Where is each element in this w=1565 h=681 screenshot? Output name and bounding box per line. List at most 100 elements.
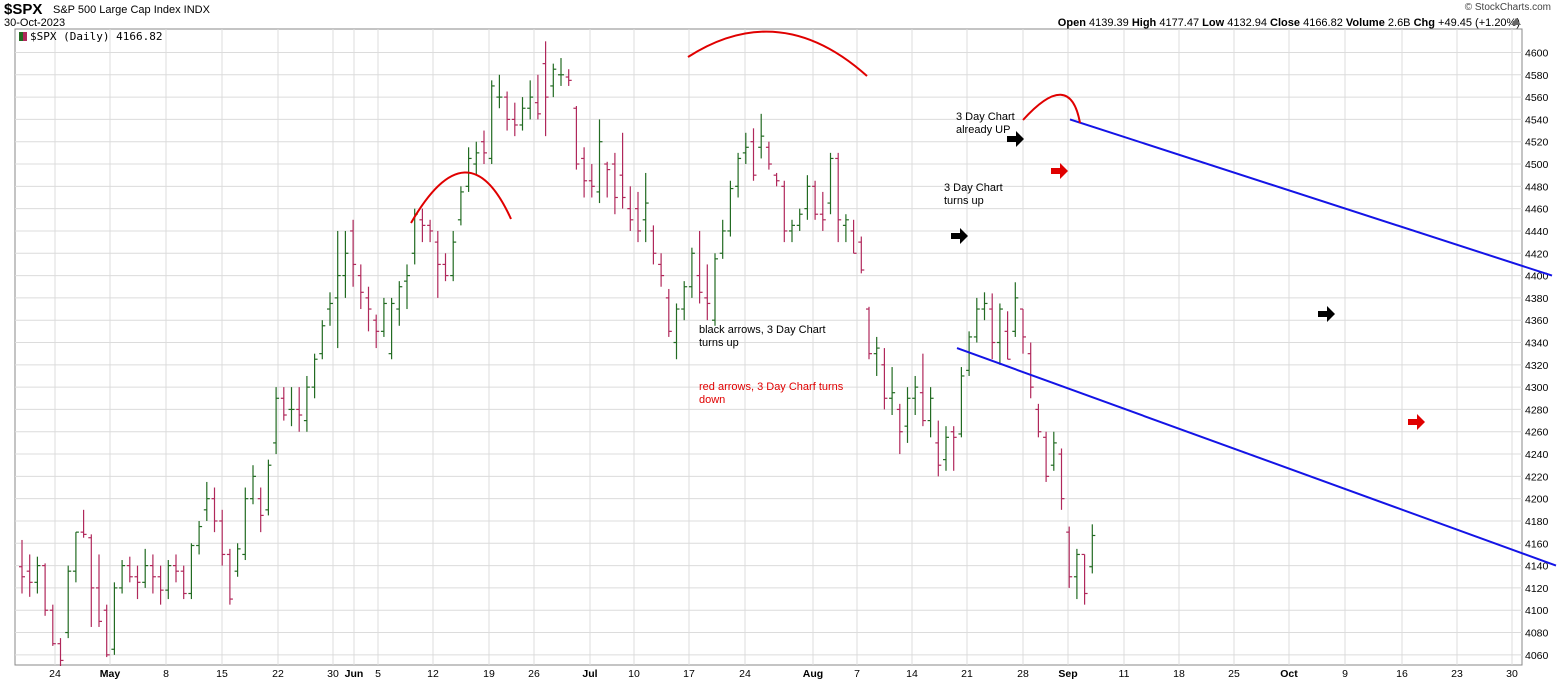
y-tick-label: 4300 — [1525, 382, 1549, 394]
ohlc-bar — [889, 367, 896, 416]
ohlc-bar — [88, 534, 95, 627]
ohlc-bar — [812, 180, 819, 220]
ohlc-bar — [180, 565, 187, 600]
ohlc-bar — [319, 320, 326, 360]
ohlc-bar — [935, 420, 942, 477]
ohlc-bar — [72, 531, 79, 583]
ohlc-bar — [765, 141, 772, 170]
ohlc-bar — [565, 69, 572, 86]
ohlc-bar — [26, 554, 33, 597]
y-tick-label: 4140 — [1525, 561, 1549, 573]
ohlc-bar — [49, 604, 56, 646]
ohlc-bar — [750, 128, 757, 181]
ohlc-bar — [688, 247, 695, 298]
ohlc-bar — [504, 91, 511, 131]
y-tick-label: 4600 — [1525, 47, 1549, 59]
y-tick-label: 4180 — [1525, 516, 1549, 528]
y-tick-label: 4120 — [1525, 583, 1549, 595]
ohlc-bar — [19, 539, 25, 594]
ohlc-bar — [419, 208, 426, 243]
red-arrow-icon — [1408, 414, 1425, 430]
ohlc-bar — [519, 97, 526, 131]
ohlc-bar — [1043, 431, 1050, 482]
ohlc-bar — [850, 219, 857, 254]
close-value: 4166.82 — [1303, 17, 1343, 29]
ohlc-bar — [357, 264, 364, 310]
ohlc-bar — [327, 292, 333, 326]
ohlc-bar — [588, 164, 595, 198]
ohlc-bar — [758, 113, 765, 159]
x-tick-label: 11 — [1119, 668, 1130, 680]
triangle-up-icon[interactable] — [1511, 18, 1521, 25]
ohlc-bar — [496, 74, 503, 109]
ohlc-bar — [334, 230, 341, 349]
low-label: Low — [1202, 17, 1225, 29]
y-tick-label: 4580 — [1525, 70, 1549, 82]
ohlc-bar — [804, 175, 811, 220]
ohlc-bar — [303, 375, 310, 432]
ohlc-bar — [704, 264, 711, 321]
ohlc-bar — [203, 481, 210, 521]
ohlc-bar — [65, 565, 72, 639]
ohlc-bar — [42, 563, 49, 616]
ohlc-bar — [596, 119, 603, 204]
ohlc-bar — [712, 253, 718, 326]
x-tick-label: 24 — [739, 668, 751, 680]
ohlc-bar — [742, 132, 749, 165]
legend-text: $SPX (Daily) 4166.82 — [30, 30, 163, 43]
ohlc-bar — [457, 186, 464, 226]
ohlc-bar — [581, 147, 588, 198]
ohlc-bar — [958, 367, 965, 438]
black-arrow-icon — [1007, 131, 1024, 147]
y-tick-label: 4420 — [1525, 248, 1549, 260]
channel-lower-line — [956, 347, 1557, 567]
ohlc-bar — [827, 152, 834, 215]
ohlc-bar — [604, 161, 611, 198]
top-arc-1 — [410, 171, 512, 224]
ohlc-bar — [1066, 526, 1073, 588]
ohlc-bar — [819, 191, 826, 231]
chg-value: +49.45 (+1.20%) — [1438, 17, 1520, 29]
y-tick-label: 4080 — [1525, 628, 1549, 640]
ohlc-bar — [404, 264, 410, 310]
x-tick-label: 24 — [49, 668, 61, 680]
y-tick-label: 4340 — [1525, 338, 1549, 350]
x-tick-label: 18 — [1173, 668, 1185, 680]
ohlc-bar — [719, 219, 726, 259]
ohlc-bar — [134, 565, 141, 600]
ohlc-bar — [380, 297, 387, 337]
ohlc-bar — [396, 281, 403, 326]
note-black-arrows: black arrows, 3 Day Chart turns up — [699, 324, 826, 349]
ohlc-bar — [981, 292, 988, 321]
ohlc-bar — [265, 459, 272, 516]
x-tick-label: 5 — [375, 668, 381, 680]
ohlc-bar — [835, 152, 842, 243]
ohlc-bar — [550, 63, 557, 98]
y-tick-label: 4260 — [1525, 427, 1549, 439]
x-tick-label: 15 — [216, 668, 228, 680]
legend-swatch — [19, 32, 27, 41]
x-tick-label: 19 — [483, 668, 495, 680]
ohlc-bar — [896, 403, 903, 455]
ohlc-bar — [111, 582, 118, 655]
ohlc-bar — [465, 147, 472, 192]
ohlc-bar — [173, 554, 179, 583]
y-tick-label: 4220 — [1525, 471, 1549, 483]
top-arc-3 — [1022, 93, 1081, 124]
x-tick-label: 14 — [906, 668, 918, 680]
ohlc-bar — [273, 387, 280, 455]
ohlc-bar — [927, 387, 934, 438]
ohlc-bar — [219, 509, 226, 566]
ohlc-bar — [342, 230, 349, 298]
ohlc-bar — [280, 387, 287, 421]
ohlc-bar — [242, 487, 249, 561]
ohlc-bar — [735, 152, 742, 198]
y-tick-label: 4440 — [1525, 226, 1549, 238]
x-tick-label: 22 — [272, 668, 284, 680]
x-tick-label: 8 — [163, 668, 169, 680]
x-tick-label: Jul — [582, 668, 597, 680]
ohlc-bar — [157, 565, 164, 605]
red-arrow-icon — [1051, 163, 1068, 179]
note-already-up: 3 Day Chart already UP — [956, 111, 1015, 136]
